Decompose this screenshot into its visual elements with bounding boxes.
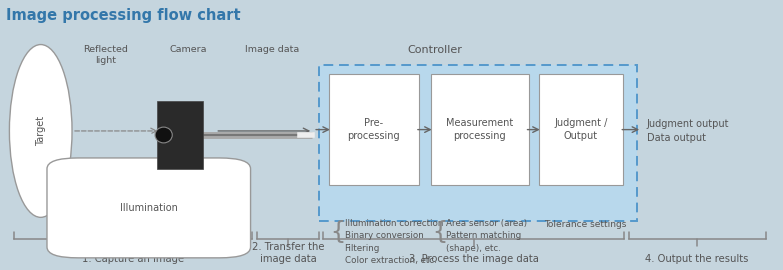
Text: Judgment output
Data output: Judgment output Data output bbox=[647, 119, 729, 143]
Ellipse shape bbox=[155, 127, 172, 143]
FancyBboxPatch shape bbox=[157, 101, 203, 169]
Text: Image processing flow chart: Image processing flow chart bbox=[6, 8, 241, 23]
Text: Target: Target bbox=[36, 116, 45, 146]
Text: Controller: Controller bbox=[407, 45, 462, 55]
Text: Camera: Camera bbox=[169, 45, 207, 53]
Text: Judgment /
Output: Judgment / Output bbox=[554, 118, 608, 141]
Text: Tolerance settings: Tolerance settings bbox=[544, 220, 626, 229]
Text: {: { bbox=[330, 220, 345, 244]
Text: Illumination correction
Binary conversion
Filtering
Color extraction, etc.: Illumination correction Binary conversio… bbox=[345, 219, 443, 265]
FancyBboxPatch shape bbox=[319, 65, 637, 221]
Text: Illumination: Illumination bbox=[120, 203, 178, 213]
Text: Pre-
processing: Pre- processing bbox=[348, 118, 400, 141]
Text: Area sensor (area)
Pattern matching
(shape), etc.: Area sensor (area) Pattern matching (sha… bbox=[446, 219, 528, 253]
Text: Image data: Image data bbox=[244, 45, 299, 53]
Text: {: { bbox=[432, 220, 447, 244]
Text: 3. Process the image data: 3. Process the image data bbox=[409, 254, 539, 264]
FancyBboxPatch shape bbox=[431, 74, 529, 185]
Text: Reflected
light: Reflected light bbox=[83, 45, 128, 65]
Text: 1. Capture an image: 1. Capture an image bbox=[82, 254, 184, 264]
Text: Measurement
processing: Measurement processing bbox=[446, 118, 513, 141]
FancyBboxPatch shape bbox=[539, 74, 623, 185]
Text: 2. Transfer the
image data: 2. Transfer the image data bbox=[252, 242, 324, 264]
FancyBboxPatch shape bbox=[47, 158, 251, 258]
Ellipse shape bbox=[9, 45, 72, 217]
Text: 4. Output the results: 4. Output the results bbox=[645, 254, 749, 264]
FancyBboxPatch shape bbox=[329, 74, 419, 185]
